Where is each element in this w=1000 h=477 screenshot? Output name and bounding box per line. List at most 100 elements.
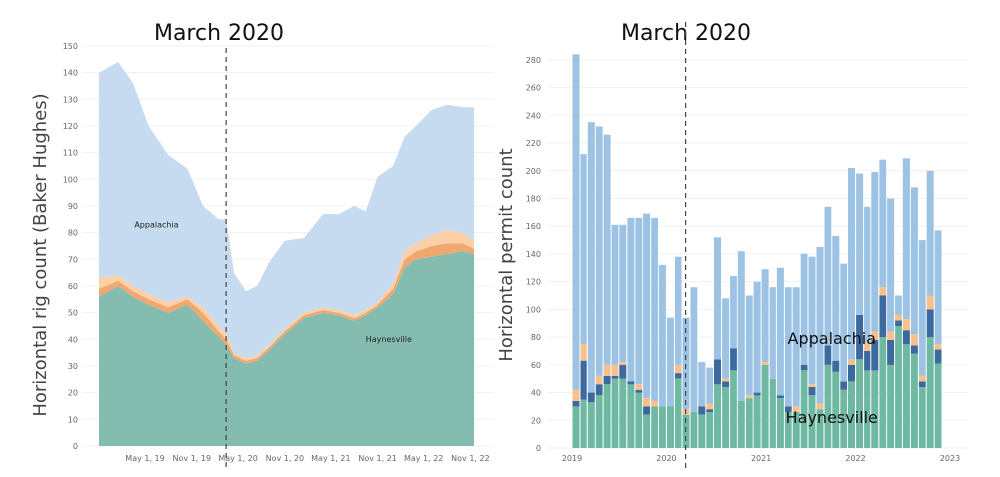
permit-y-tick-label: 140 bbox=[526, 250, 541, 259]
permit-bar-2019-05-s0 bbox=[603, 384, 611, 448]
permit-y-tick-label: 0 bbox=[536, 444, 541, 453]
permit-y-tick-label: 240 bbox=[526, 111, 541, 120]
permit-bar-2021-07-s2 bbox=[808, 384, 816, 387]
rig-area-series-3 bbox=[99, 62, 474, 358]
permit-y-tick-label: 160 bbox=[526, 222, 541, 231]
rig-annotation-appalachia: Appalachia bbox=[134, 220, 178, 229]
rig-y-tick-label: 20 bbox=[68, 389, 78, 398]
permit-bar-2019-07-s3 bbox=[619, 224, 627, 362]
permit-y-tick-label: 200 bbox=[526, 167, 541, 176]
permit-bar-2022-11-s3 bbox=[934, 230, 942, 345]
permit-bar-2019-03-s3 bbox=[587, 122, 595, 393]
permit-bar-2019-08-s0 bbox=[627, 384, 635, 448]
rig-y-tick-label: 70 bbox=[68, 255, 78, 264]
rig-x-tick-label: Nov 1, 22 bbox=[451, 454, 490, 463]
permit-bar-2022-04-s3 bbox=[879, 159, 887, 288]
rig-y-tick-label: 0 bbox=[73, 442, 78, 451]
permit-bar-2021-08-s3 bbox=[816, 247, 824, 404]
permit-bar-2021-10-s3 bbox=[832, 235, 840, 361]
permit-bar-2021-12-s1 bbox=[848, 364, 855, 382]
rig-y-tick-label: 140 bbox=[63, 69, 78, 78]
permit-bar-2022-11-s1 bbox=[934, 349, 942, 364]
permit-bar-2020-07-s3 bbox=[714, 237, 721, 360]
permit-y-tick-label: 60 bbox=[531, 361, 541, 370]
permit-bar-2020-12-s3 bbox=[753, 281, 761, 393]
permit-bar-2020-07-s0 bbox=[714, 384, 721, 448]
permit-bar-2021-07-s3 bbox=[808, 256, 816, 385]
permit-bar-2019-12-s3 bbox=[658, 265, 666, 407]
permit-bar-2019-02-s3 bbox=[580, 154, 587, 344]
permit-bar-2022-09-s2 bbox=[918, 375, 926, 382]
rig-count-area-chart: March 2020 Horizontal rig count (Baker H… bbox=[30, 21, 494, 470]
permit-bar-2019-05-s2 bbox=[603, 364, 611, 376]
permit-bar-2019-08-s1 bbox=[627, 381, 635, 385]
permit-bar-2022-01-s3 bbox=[856, 173, 864, 315]
permit-bar-2022-02-s3 bbox=[864, 206, 871, 343]
permit-bar-2021-03-s3 bbox=[776, 267, 784, 396]
permit-bar-2021-10-s0 bbox=[832, 371, 840, 448]
permit-bar-2022-03-s0 bbox=[871, 370, 879, 448]
permit-y-tick-label: 180 bbox=[526, 194, 541, 203]
rig-area-series-0 bbox=[99, 251, 474, 446]
permit-bar-2020-08-s2 bbox=[722, 378, 730, 382]
permit-bar-2022-09-s3 bbox=[918, 240, 926, 376]
permit-bar-2019-06-s2 bbox=[611, 364, 619, 376]
permit-x-tick-label: 2021 bbox=[751, 454, 771, 463]
permit-bar-2019-10-s3 bbox=[643, 213, 651, 399]
permit-bar-2021-09-s1 bbox=[824, 345, 832, 365]
permit-bar-2020-12-s1 bbox=[753, 392, 761, 396]
rig-y-tick-label: 90 bbox=[68, 202, 78, 211]
permit-bar-2022-06-s0 bbox=[895, 326, 902, 448]
permit-bar-2022-04-s1 bbox=[879, 295, 887, 338]
permit-bar-2022-10-s3 bbox=[926, 170, 934, 296]
permit-y-tick-label: 120 bbox=[526, 278, 541, 287]
rig-chart-title: March 2020 bbox=[154, 21, 284, 46]
permit-bar-2019-05-s3 bbox=[603, 134, 611, 365]
permit-bar-2019-04-s2 bbox=[595, 375, 603, 385]
rig-area-series-2 bbox=[99, 230, 474, 361]
permit-bar-2020-06-s0 bbox=[706, 412, 714, 448]
permit-bar-2019-06-s1 bbox=[611, 375, 619, 379]
permit-bar-2021-08-s2 bbox=[816, 403, 824, 410]
permit-bar-2019-01-s3 bbox=[572, 54, 580, 390]
rig-y-tick-label: 130 bbox=[63, 95, 78, 104]
permit-bar-2020-10-s3 bbox=[737, 251, 745, 401]
permit-bar-2019-06-s3 bbox=[611, 224, 619, 365]
permit-bar-2021-04-s0 bbox=[784, 412, 792, 448]
permit-bar-2021-11-s3 bbox=[840, 263, 848, 382]
permit-bar-2019-03-s1 bbox=[587, 392, 595, 403]
permit-bar-2019-04-s0 bbox=[595, 395, 603, 448]
permit-bar-2019-07-s0 bbox=[619, 378, 627, 448]
permit-bar-2020-09-s1 bbox=[730, 348, 737, 371]
permit-bar-2022-06-s2 bbox=[895, 314, 902, 321]
permit-bar-2020-06-s2 bbox=[706, 403, 714, 410]
permit-bar-2021-09-s0 bbox=[824, 364, 832, 448]
permit-bar-2020-09-s3 bbox=[730, 276, 737, 349]
permit-bar-2021-03-s1 bbox=[776, 395, 784, 399]
permit-bar-2022-10-s2 bbox=[926, 295, 934, 310]
permit-bar-2019-03-s0 bbox=[587, 402, 595, 448]
permit-bar-2022-01-s1 bbox=[856, 314, 864, 360]
permit-bar-2020-08-s3 bbox=[722, 298, 730, 379]
permit-bar-2021-11-s0 bbox=[840, 389, 848, 448]
permit-bar-2020-08-s1 bbox=[722, 381, 730, 387]
permit-bar-2020-05-s0 bbox=[698, 414, 706, 448]
permit-bar-2019-11-s3 bbox=[651, 217, 658, 401]
permit-bar-2020-12-s0 bbox=[753, 395, 761, 448]
permit-bar-2020-03-s3 bbox=[682, 317, 690, 410]
permit-chart-y-axis-label: Horizontal permit count bbox=[496, 148, 517, 361]
permit-bar-2022-06-s3 bbox=[895, 295, 902, 315]
permit-bar-2022-08-s1 bbox=[910, 345, 918, 354]
permit-bar-2021-12-s2 bbox=[848, 359, 855, 365]
permit-y-tick-label: 40 bbox=[531, 389, 541, 398]
permit-bar-2021-01-s0 bbox=[761, 364, 769, 448]
rig-y-tick-label: 60 bbox=[68, 282, 78, 291]
permit-bar-2022-02-s0 bbox=[864, 370, 871, 448]
rig-chart-y-axis-label: Horizontal rig count (Baker Hughes) bbox=[30, 93, 51, 416]
permit-bar-2020-02-s2 bbox=[675, 364, 682, 374]
permit-bar-2021-12-s3 bbox=[848, 168, 855, 360]
permit-bar-2022-01-s0 bbox=[856, 359, 864, 448]
permit-bar-2019-09-s3 bbox=[635, 217, 643, 385]
permit-bar-2021-05-s0 bbox=[792, 412, 800, 448]
permit-bar-2022-02-s2 bbox=[864, 342, 871, 351]
